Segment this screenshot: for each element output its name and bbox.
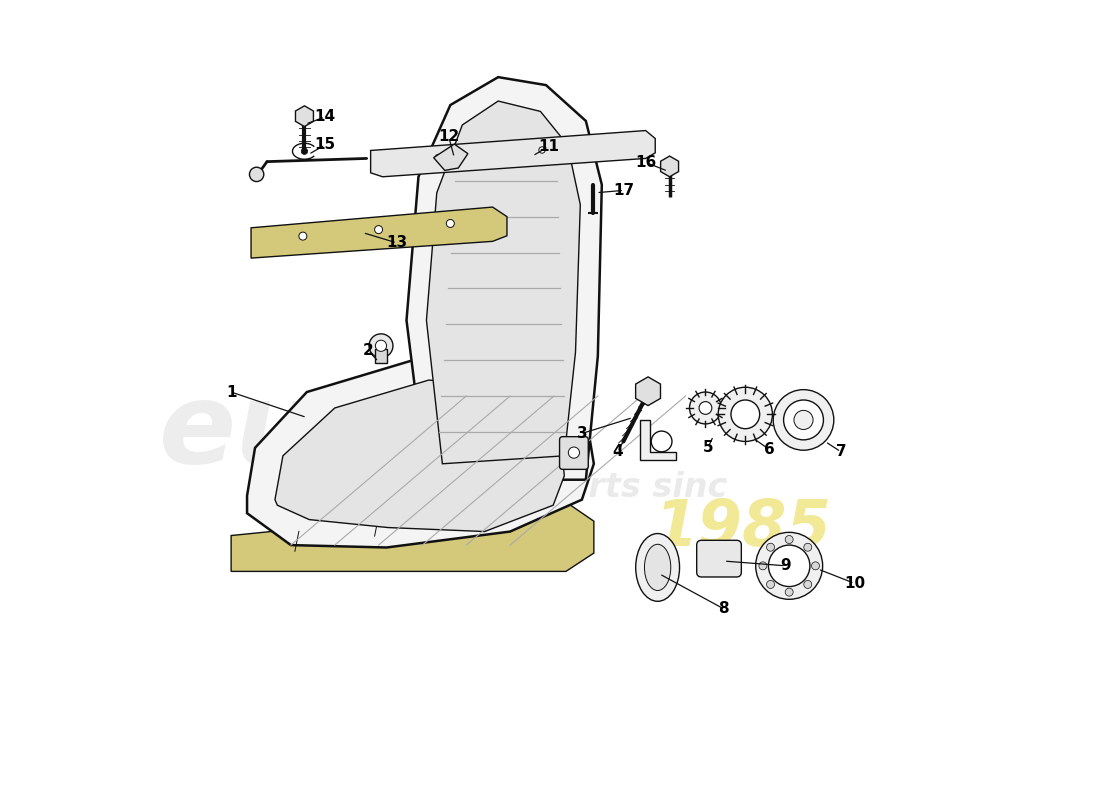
- Circle shape: [250, 167, 264, 182]
- Circle shape: [539, 147, 546, 153]
- Text: 6: 6: [763, 442, 774, 457]
- Circle shape: [769, 545, 810, 586]
- Text: 11: 11: [538, 139, 559, 154]
- Text: 13: 13: [386, 235, 407, 250]
- FancyBboxPatch shape: [696, 540, 741, 577]
- Text: 14: 14: [315, 110, 336, 125]
- Text: 4: 4: [613, 444, 623, 459]
- Text: 2: 2: [363, 343, 374, 358]
- Text: 8: 8: [718, 602, 729, 616]
- Polygon shape: [427, 101, 581, 464]
- Circle shape: [804, 581, 812, 589]
- Bar: [375, 349, 387, 363]
- Circle shape: [756, 532, 823, 599]
- Polygon shape: [371, 130, 656, 177]
- Text: 15: 15: [315, 138, 336, 152]
- Text: 10: 10: [844, 576, 865, 591]
- Text: 17: 17: [614, 183, 635, 198]
- Circle shape: [375, 226, 383, 234]
- Circle shape: [794, 410, 813, 430]
- Circle shape: [785, 535, 793, 543]
- Text: europ: europ: [160, 376, 534, 487]
- Circle shape: [436, 154, 441, 161]
- Circle shape: [301, 148, 308, 154]
- Text: 1985: 1985: [653, 497, 832, 558]
- Circle shape: [651, 431, 672, 452]
- Circle shape: [718, 387, 772, 442]
- Circle shape: [375, 340, 386, 351]
- Polygon shape: [251, 207, 507, 258]
- Ellipse shape: [645, 544, 671, 590]
- Polygon shape: [248, 356, 594, 547]
- Text: 3: 3: [576, 426, 587, 441]
- FancyBboxPatch shape: [560, 437, 588, 470]
- Polygon shape: [231, 502, 594, 571]
- Circle shape: [732, 400, 760, 429]
- Text: 9: 9: [781, 558, 791, 574]
- Circle shape: [767, 581, 774, 589]
- Circle shape: [690, 392, 722, 424]
- Text: 5: 5: [703, 440, 713, 455]
- Circle shape: [804, 543, 812, 551]
- Circle shape: [447, 219, 454, 227]
- Circle shape: [773, 390, 834, 450]
- Polygon shape: [640, 420, 676, 460]
- Polygon shape: [407, 77, 602, 480]
- Text: 7: 7: [836, 444, 846, 459]
- Circle shape: [759, 562, 767, 570]
- Polygon shape: [433, 144, 468, 170]
- Polygon shape: [275, 380, 564, 531]
- Ellipse shape: [636, 534, 680, 602]
- Text: 1: 1: [226, 385, 236, 399]
- Text: 12: 12: [438, 130, 460, 145]
- Circle shape: [299, 232, 307, 240]
- Circle shape: [767, 543, 774, 551]
- Circle shape: [812, 562, 820, 570]
- Circle shape: [700, 402, 712, 414]
- Circle shape: [785, 588, 793, 596]
- Circle shape: [783, 400, 824, 440]
- Text: 16: 16: [635, 155, 657, 170]
- Text: ssion for parts sinc: ssion for parts sinc: [366, 471, 727, 504]
- Circle shape: [569, 447, 580, 458]
- Circle shape: [368, 334, 393, 358]
